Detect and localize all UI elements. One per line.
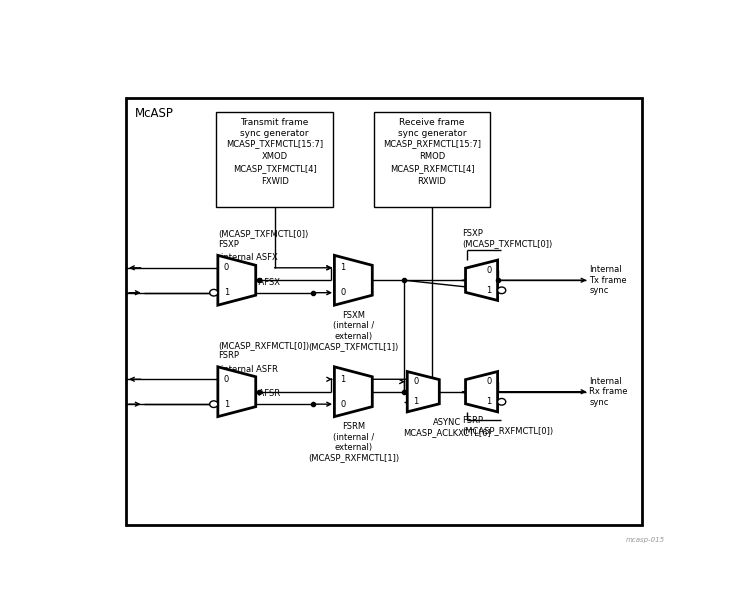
Text: 0: 0 — [413, 377, 418, 386]
Circle shape — [498, 399, 506, 405]
Text: FSXP
(MCASP_TXFMCTL[0]): FSXP (MCASP_TXFMCTL[0]) — [462, 229, 553, 248]
Text: 1: 1 — [487, 397, 492, 407]
Text: MCASP_RXFMCTL[15:7]
RMOD
MCASP_RXFMCTL[4]
RXWID: MCASP_RXFMCTL[15:7] RMOD MCASP_RXFMCTL[4… — [383, 139, 481, 186]
Bar — [217, 112, 333, 207]
Polygon shape — [335, 256, 372, 305]
Polygon shape — [218, 256, 256, 305]
Bar — [374, 112, 490, 207]
Text: 1: 1 — [340, 263, 345, 272]
Text: Internal
Tx frame
sync: Internal Tx frame sync — [590, 265, 627, 295]
Text: mcasp-015: mcasp-015 — [626, 538, 665, 543]
Text: 1: 1 — [223, 400, 229, 408]
Text: external AFSR: external AFSR — [221, 389, 280, 399]
Text: McASP: McASP — [135, 107, 174, 120]
Text: Receive frame
sync generator: Receive frame sync generator — [398, 118, 466, 139]
Text: FSRM
(internal /
external)
(MCASP_RXFMCTL[1]): FSRM (internal / external) (MCASP_RXFMCT… — [308, 423, 399, 463]
Text: external AFSX: external AFSX — [221, 278, 280, 287]
Text: 0: 0 — [487, 377, 492, 386]
Text: 0: 0 — [487, 265, 492, 275]
Polygon shape — [218, 367, 256, 416]
Text: FSRP
(MCASP_RXFMCTL[0]): FSRP (MCASP_RXFMCTL[0]) — [462, 416, 553, 435]
Text: 0: 0 — [223, 263, 229, 272]
Text: 0: 0 — [340, 400, 345, 408]
Text: Transmit frame
sync generator: Transmit frame sync generator — [241, 118, 309, 139]
Polygon shape — [408, 371, 439, 412]
Circle shape — [210, 290, 218, 296]
Text: internal ASFR: internal ASFR — [221, 365, 277, 373]
Text: internal ASFX: internal ASFX — [221, 253, 277, 262]
Circle shape — [498, 287, 506, 294]
Text: 1: 1 — [340, 375, 345, 384]
Polygon shape — [465, 371, 498, 412]
Text: MCASP_TXFMCTL[15:7]
XMOD
MCASP_TXFMCTL[4]
FXWID: MCASP_TXFMCTL[15:7] XMOD MCASP_TXFMCTL[4… — [226, 139, 323, 186]
Text: 1: 1 — [223, 288, 229, 297]
Text: (MCASP_RXFMCTL[0])
FSRP: (MCASP_RXFMCTL[0]) FSRP — [218, 341, 309, 360]
Circle shape — [210, 401, 218, 408]
Polygon shape — [335, 367, 372, 416]
Bar — [126, 97, 641, 524]
Text: Internal
Rx frame
sync: Internal Rx frame sync — [590, 377, 628, 407]
Text: 0: 0 — [223, 375, 229, 384]
Text: (MCASP_TXFMCTL[0])
FSXP: (MCASP_TXFMCTL[0]) FSXP — [218, 229, 308, 249]
Text: 0: 0 — [340, 288, 345, 297]
Text: FSXM
(internal /
external)
(MCASP_TXFMCTL[1]): FSXM (internal / external) (MCASP_TXFMCT… — [308, 311, 399, 351]
Text: ASYNC
MCASP_ACLKXCTL[6]: ASYNC MCASP_ACLKXCTL[6] — [403, 418, 490, 437]
Text: 1: 1 — [487, 286, 492, 295]
Polygon shape — [465, 260, 498, 301]
Text: 1: 1 — [413, 397, 418, 407]
